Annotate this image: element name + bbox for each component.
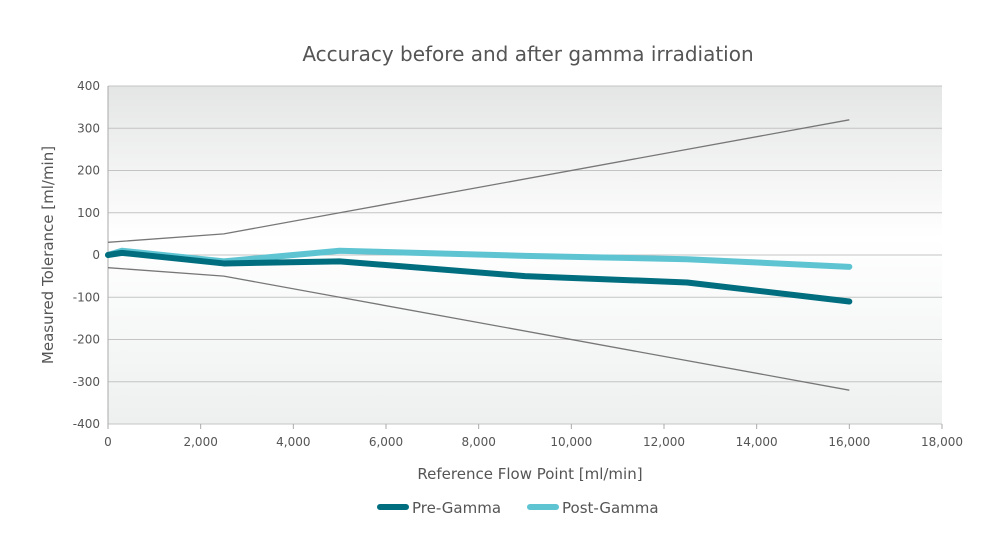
y-tick-label: 200 [77,164,100,178]
x-axis-label: Reference Flow Point [ml/min] [417,465,642,483]
x-tick-label: 14,000 [736,435,778,449]
x-tick-label: 18,000 [921,435,963,449]
legend-label: Pre-Gamma [412,499,501,517]
y-tick-label: 0 [92,248,100,262]
y-axis-label: Measured Tolerance [ml/min] [39,146,57,364]
legend-label: Post-Gamma [562,499,659,517]
x-tick-label: 2,000 [183,435,217,449]
upper-limit-line [107,119,850,243]
y-tick-label: -300 [73,375,100,389]
x-tick-label: 10,000 [550,435,592,449]
x-tick-label: 8,000 [461,435,495,449]
y-tick-label: 400 [77,79,100,93]
series-line-pre-gamma [105,249,853,305]
x-tick-label: 6,000 [369,435,403,449]
y-tick-label: -400 [73,417,100,431]
x-tick-label: 12,000 [643,435,685,449]
y-tick-label: -100 [73,290,100,304]
y-tick-label: -200 [73,333,100,347]
y-tick-label: 300 [77,121,100,135]
x-tick-label: 4,000 [276,435,310,449]
x-tick-label: 0 [104,435,112,449]
x-tick-label: 16,000 [828,435,870,449]
y-tick-label: 100 [77,206,100,220]
chart-title: Accuracy before and after gamma irradiat… [302,42,753,66]
lower-limit-line [107,267,850,391]
